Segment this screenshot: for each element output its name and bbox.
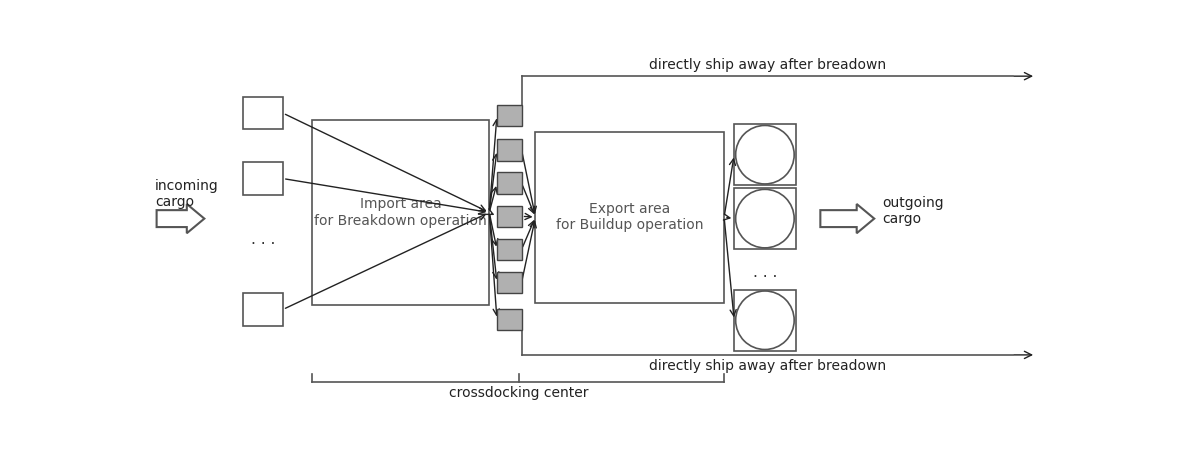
- Bar: [497, 139, 522, 161]
- Bar: [243, 293, 283, 326]
- Bar: [313, 120, 490, 305]
- Bar: [497, 206, 522, 227]
- Bar: [497, 308, 522, 330]
- Circle shape: [735, 126, 794, 184]
- Bar: [243, 162, 283, 195]
- Bar: [243, 97, 283, 129]
- Bar: [536, 131, 725, 303]
- Text: outgoing
cargo: outgoing cargo: [881, 196, 944, 226]
- Polygon shape: [820, 204, 874, 233]
- Bar: [497, 172, 522, 194]
- Bar: [497, 105, 522, 126]
- Bar: [734, 124, 795, 186]
- Circle shape: [735, 189, 794, 248]
- Text: crossdocking center: crossdocking center: [448, 386, 589, 400]
- Text: incoming
cargo: incoming cargo: [155, 178, 218, 209]
- Text: Export area
for Buildup operation: Export area for Buildup operation: [556, 202, 703, 232]
- Text: Import area
for Breakdown operation: Import area for Breakdown operation: [314, 197, 487, 228]
- Text: directly ship away after breadown: directly ship away after breadown: [649, 359, 886, 373]
- Bar: [497, 238, 522, 260]
- Circle shape: [735, 291, 794, 349]
- Polygon shape: [157, 204, 204, 233]
- Text: . . .: . . .: [250, 232, 275, 247]
- Bar: [734, 289, 795, 351]
- Text: directly ship away after breadown: directly ship away after breadown: [649, 58, 886, 72]
- Bar: [734, 188, 795, 249]
- Bar: [497, 272, 522, 293]
- Text: . . .: . . .: [753, 265, 778, 280]
